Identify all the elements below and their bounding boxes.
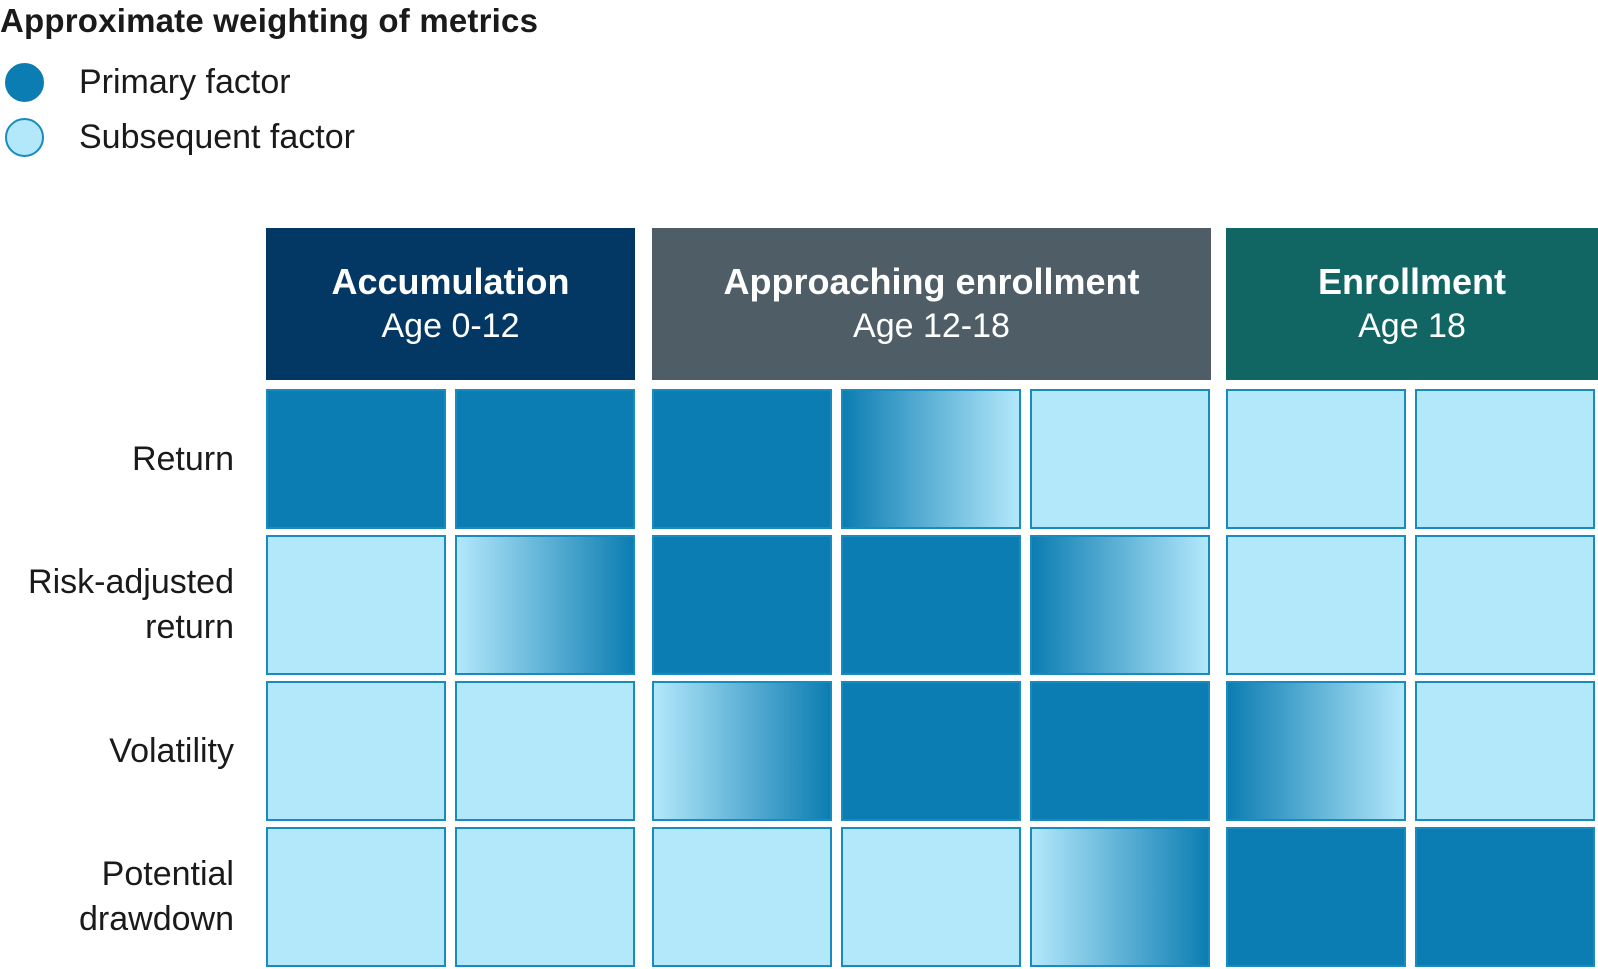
- cell-subsequent: [266, 681, 446, 821]
- cell-decreasing: [841, 389, 1021, 529]
- primary-factor-dot: [5, 62, 44, 102]
- phase-header-enrollment: Enrollment Age 18: [1226, 228, 1598, 380]
- phase-header-approaching-enrollment: Approaching enrollment Age 12-18: [652, 228, 1211, 380]
- cell-subsequent: [1226, 535, 1406, 675]
- row-label: Risk-adjusted return: [28, 563, 234, 646]
- phase-name: Approaching enrollment: [723, 261, 1140, 302]
- cell-subsequent: [1030, 389, 1210, 529]
- legend-label-primary: Primary factor: [79, 62, 291, 101]
- cell-primary: [1226, 827, 1406, 967]
- row-label: Volatility: [109, 731, 234, 770]
- cell-increasing: [1030, 827, 1210, 967]
- phase-age: Age 12-18: [853, 307, 1010, 345]
- legend-item-primary: Primary factor: [5, 60, 291, 104]
- cell-subsequent: [455, 681, 635, 821]
- row-label: Return: [131, 439, 234, 478]
- cell-primary: [1030, 681, 1210, 821]
- cell-primary: [841, 535, 1021, 675]
- phase-age: Age 0-12: [381, 307, 520, 345]
- cell-increasing: [455, 535, 635, 675]
- cell-primary: [841, 681, 1021, 821]
- phase-name: Accumulation: [331, 261, 570, 302]
- row-label: Potential drawdown: [79, 855, 234, 938]
- legend-label-subsequent: Subsequent factor: [79, 117, 355, 156]
- cell-subsequent: [266, 535, 446, 675]
- cell-subsequent: [1415, 535, 1595, 675]
- cell-primary: [1415, 827, 1595, 967]
- cell-subsequent: [266, 827, 446, 967]
- cell-subsequent: [841, 827, 1021, 967]
- chart-title: Approximate weighting of metrics: [0, 2, 539, 39]
- phase-name: Enrollment: [1317, 261, 1506, 302]
- subsequent-factor-dot: [5, 117, 44, 157]
- cell-subsequent: [1415, 681, 1595, 821]
- cell-subsequent: [1226, 389, 1406, 529]
- cell-subsequent: [652, 827, 832, 967]
- phase-age: Age 18: [1358, 307, 1466, 345]
- cell-decreasing: [1226, 681, 1406, 821]
- phase-header-accumulation: Accumulation Age 0-12: [266, 228, 635, 380]
- cell-primary: [652, 389, 832, 529]
- cell-increasing: [652, 681, 832, 821]
- cell-primary: [652, 535, 832, 675]
- cell-decreasing: [1030, 535, 1210, 675]
- cell-subsequent: [455, 827, 635, 967]
- cell-primary: [266, 389, 446, 529]
- cell-primary: [455, 389, 635, 529]
- cell-subsequent: [1415, 389, 1595, 529]
- legend-item-subsequent: Subsequent factor: [5, 115, 355, 159]
